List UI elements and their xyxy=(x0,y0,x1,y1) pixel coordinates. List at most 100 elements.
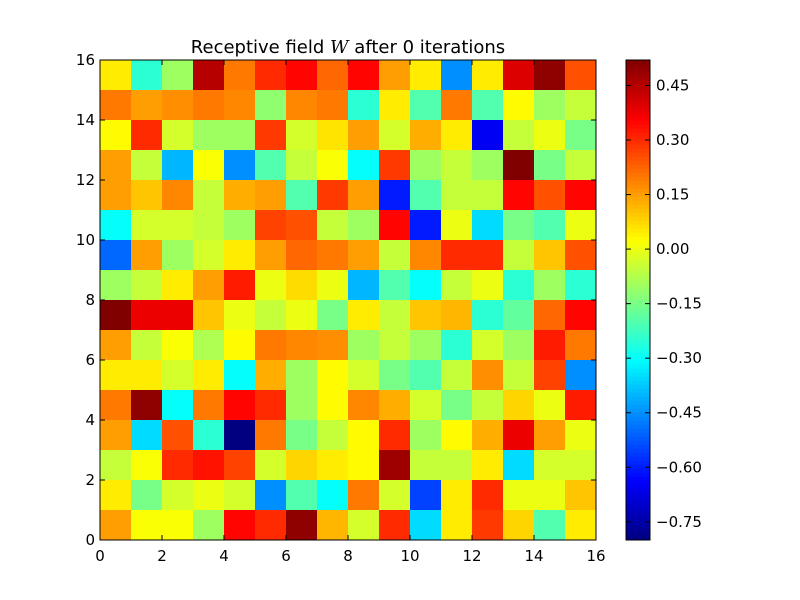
heatmap-cell xyxy=(472,480,504,511)
colorbar-band xyxy=(626,340,650,345)
colorbar-band xyxy=(626,192,650,197)
heatmap-cell xyxy=(100,390,132,421)
heatmap-cell xyxy=(317,90,349,121)
heatmap-cell xyxy=(534,390,566,421)
colorbar-band xyxy=(626,248,650,253)
colorbar-band xyxy=(626,332,650,337)
heatmap-cell xyxy=(503,150,535,181)
heatmap-cell xyxy=(286,390,318,421)
heatmap-cell xyxy=(565,270,597,301)
heatmap-cell xyxy=(379,300,411,331)
colorbar-band xyxy=(626,464,650,469)
heatmap-cell xyxy=(503,270,535,301)
heatmap-cell xyxy=(286,450,318,481)
colorbar-band xyxy=(626,140,650,145)
heatmap-cell xyxy=(348,150,380,181)
colorbar-band xyxy=(626,76,650,81)
heatmap-cell xyxy=(441,420,473,451)
heatmap-cell xyxy=(503,510,535,541)
heatmap-cell xyxy=(534,270,566,301)
colorbar-band xyxy=(626,152,650,157)
heatmap-cell xyxy=(162,480,194,511)
heatmap-cell xyxy=(286,360,318,391)
heatmap-cell xyxy=(379,150,411,181)
colorbar-band xyxy=(626,360,650,365)
heatmap-cell xyxy=(348,240,380,271)
heatmap-cell xyxy=(565,300,597,331)
heatmap-cell xyxy=(534,360,566,391)
heatmap-cell xyxy=(317,60,349,91)
heatmap-cell xyxy=(348,270,380,301)
colorbar-band xyxy=(626,160,650,165)
heatmap-cell xyxy=(565,390,597,421)
colorbar-band xyxy=(626,224,650,229)
heatmap-cell xyxy=(193,120,225,151)
heatmap-cell xyxy=(534,480,566,511)
heatmap-cell xyxy=(410,240,442,271)
colorbar-band xyxy=(626,352,650,357)
heatmap-cell xyxy=(100,300,132,331)
heatmap-cell xyxy=(255,330,287,361)
heatmap-cell xyxy=(441,150,473,181)
heatmap-cell xyxy=(348,360,380,391)
colorbar-band xyxy=(626,524,650,529)
heatmap-cell xyxy=(441,480,473,511)
colorbar-band xyxy=(626,204,650,209)
heatmap-cell xyxy=(162,150,194,181)
colorbar-band xyxy=(626,132,650,137)
x-tick-label: 8 xyxy=(343,547,353,565)
y-tick-label: 0 xyxy=(85,531,95,549)
heatmap-cell xyxy=(193,240,225,271)
heatmap-cell xyxy=(193,510,225,541)
heatmap-cell xyxy=(255,120,287,151)
colorbar-band xyxy=(626,400,650,405)
heatmap-cell xyxy=(534,240,566,271)
heatmap-cell xyxy=(224,390,256,421)
y-tick-label: 10 xyxy=(76,231,95,249)
heatmap-cell xyxy=(534,510,566,541)
heatmap-cell xyxy=(410,300,442,331)
heatmap-cell xyxy=(100,360,132,391)
colorbar-band xyxy=(626,324,650,329)
colorbar-band xyxy=(626,496,650,501)
heatmap-cell xyxy=(503,210,535,241)
heatmap-cell xyxy=(162,450,194,481)
colorbar xyxy=(626,60,650,541)
colorbar-tick-label: −0.60 xyxy=(656,458,702,476)
heatmap-cell xyxy=(472,450,504,481)
colorbar-band xyxy=(626,320,650,325)
heatmap-cell xyxy=(131,510,163,541)
colorbar-band xyxy=(626,264,650,269)
colorbar-band xyxy=(626,220,650,225)
heatmap-cell xyxy=(410,510,442,541)
heatmap-cell xyxy=(255,90,287,121)
colorbar-band xyxy=(626,388,650,393)
colorbar-band xyxy=(626,396,650,401)
colorbar-band xyxy=(626,472,650,477)
heatmap-cell xyxy=(286,240,318,271)
heatmap-cell xyxy=(100,240,132,271)
heatmap-cell xyxy=(131,180,163,211)
colorbar-band xyxy=(626,92,650,97)
heatmap-cell xyxy=(255,210,287,241)
heatmap-cell xyxy=(348,90,380,121)
colorbar-band xyxy=(626,480,650,485)
colorbar-band xyxy=(626,208,650,213)
colorbar-band xyxy=(626,336,650,341)
heatmap-cell xyxy=(100,210,132,241)
heatmap-cell xyxy=(348,420,380,451)
heatmap-cell xyxy=(565,420,597,451)
y-tick-label: 16 xyxy=(76,51,95,69)
colorbar-band xyxy=(626,384,650,389)
colorbar-tick-label: 0.30 xyxy=(656,131,689,149)
colorbar-band xyxy=(626,504,650,509)
colorbar-band xyxy=(626,508,650,513)
heatmap-cell xyxy=(131,240,163,271)
heatmap-cell xyxy=(317,360,349,391)
colorbar-band xyxy=(626,164,650,169)
heatmap-cell xyxy=(224,180,256,211)
heatmap-cell xyxy=(379,60,411,91)
heatmap-cell xyxy=(348,390,380,421)
heatmap-cell xyxy=(193,360,225,391)
heatmap-cell xyxy=(193,270,225,301)
